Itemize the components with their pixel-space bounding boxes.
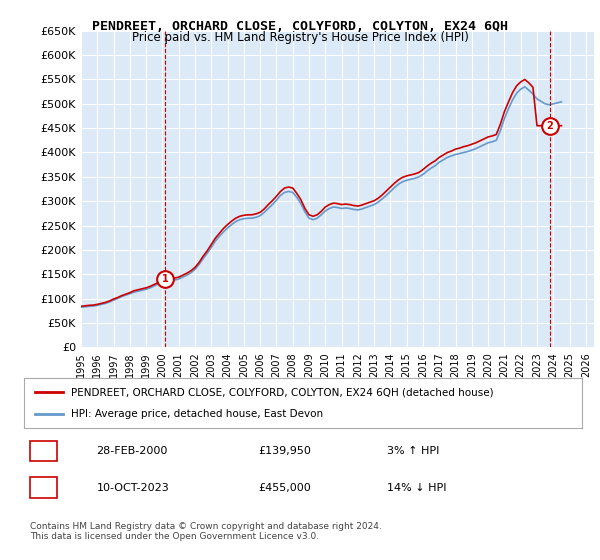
Text: £455,000: £455,000 bbox=[259, 483, 311, 493]
Text: 2: 2 bbox=[547, 121, 553, 130]
Text: 14% ↓ HPI: 14% ↓ HPI bbox=[387, 483, 446, 493]
FancyBboxPatch shape bbox=[29, 478, 58, 498]
Text: PENDREET, ORCHARD CLOSE, COLYFORD, COLYTON, EX24 6QH (detached house): PENDREET, ORCHARD CLOSE, COLYFORD, COLYT… bbox=[71, 387, 494, 397]
Text: PENDREET, ORCHARD CLOSE, COLYFORD, COLYTON, EX24 6QH: PENDREET, ORCHARD CLOSE, COLYFORD, COLYT… bbox=[92, 20, 508, 32]
Text: Price paid vs. HM Land Registry's House Price Index (HPI): Price paid vs. HM Land Registry's House … bbox=[131, 31, 469, 44]
Text: HPI: Average price, detached house, East Devon: HPI: Average price, detached house, East… bbox=[71, 409, 323, 419]
Text: 1: 1 bbox=[39, 445, 48, 458]
Text: 28-FEB-2000: 28-FEB-2000 bbox=[97, 446, 168, 456]
Text: Contains HM Land Registry data © Crown copyright and database right 2024.
This d: Contains HM Land Registry data © Crown c… bbox=[30, 522, 382, 542]
Text: 1: 1 bbox=[161, 274, 169, 284]
Text: 2: 2 bbox=[39, 481, 48, 494]
Text: 3% ↑ HPI: 3% ↑ HPI bbox=[387, 446, 439, 456]
FancyBboxPatch shape bbox=[29, 441, 58, 461]
Text: £139,950: £139,950 bbox=[259, 446, 311, 456]
Text: 10-OCT-2023: 10-OCT-2023 bbox=[97, 483, 169, 493]
